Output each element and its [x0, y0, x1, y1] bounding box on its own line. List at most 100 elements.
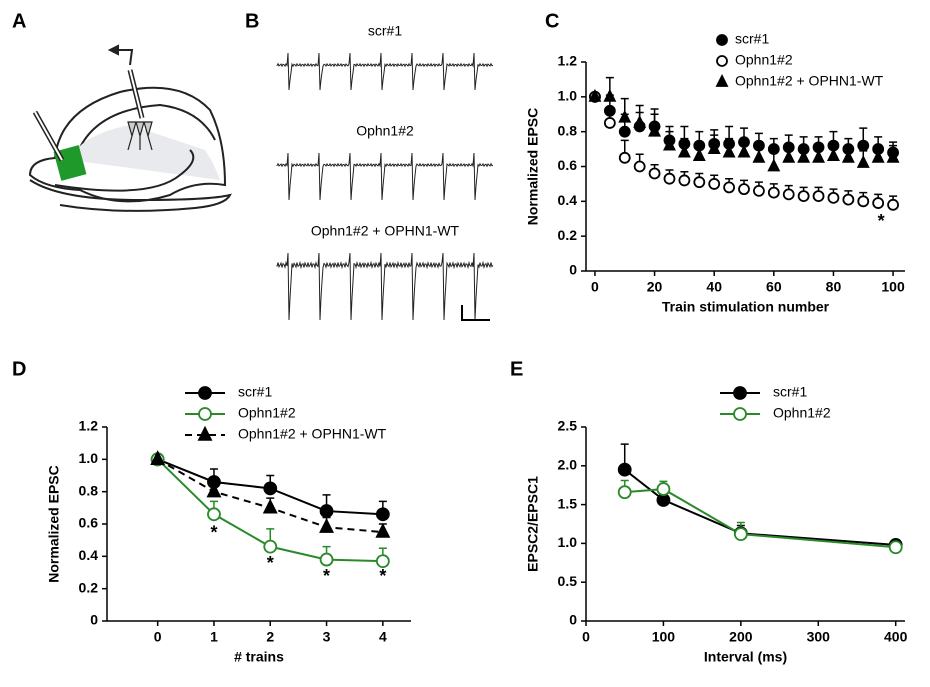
- point: [797, 149, 811, 163]
- legend-marker: [198, 386, 212, 400]
- y-tick-label: 1.5: [558, 495, 578, 511]
- x-tick-label: 3: [323, 629, 331, 645]
- point: [871, 149, 885, 163]
- legend-label: scr#1: [773, 384, 807, 400]
- x-tick-label: 0: [582, 629, 590, 645]
- traces: [276, 52, 494, 321]
- y-tick-label: 0.8: [79, 482, 99, 498]
- point: [588, 88, 602, 102]
- point: [663, 137, 676, 151]
- point: [648, 167, 661, 180]
- point: [319, 518, 335, 533]
- x-tick-label: 300: [807, 629, 831, 645]
- point: [375, 507, 390, 522]
- trace: [276, 52, 494, 91]
- legend-marker: [733, 407, 747, 421]
- legend-label: Ophn1#2: [773, 405, 831, 421]
- legend-label: scr#1: [735, 31, 769, 47]
- point: [263, 481, 278, 496]
- y-tick-label: 0.2: [558, 227, 578, 243]
- trace-label: Ophn1#2: [356, 123, 414, 139]
- y-tick-label: 0.8: [558, 122, 578, 138]
- point: [767, 186, 780, 199]
- point: [150, 450, 166, 466]
- legend-marker: [198, 407, 212, 421]
- y-tick-label: 0: [569, 262, 577, 278]
- annotation: *: [379, 566, 386, 586]
- legend-marker: [197, 425, 213, 441]
- point: [263, 539, 278, 554]
- y-tick-label: 2.5: [558, 418, 578, 434]
- point: [633, 160, 646, 173]
- x-tick-label: 20: [647, 279, 663, 295]
- point: [707, 141, 721, 154]
- point: [319, 552, 334, 567]
- point: [797, 190, 810, 203]
- point: [826, 148, 840, 161]
- point: [617, 462, 632, 477]
- point: [842, 193, 855, 206]
- y-tick-label: 1.0: [79, 450, 99, 466]
- point: [753, 139, 765, 152]
- point: [812, 190, 825, 203]
- point: [888, 540, 903, 555]
- point: [692, 148, 706, 161]
- series-line: [624, 488, 896, 549]
- point: [678, 174, 691, 187]
- x-tick-label: 4: [379, 629, 387, 645]
- y-axis-title: Normalized EPSC: [525, 108, 541, 225]
- x-tick-label: 40: [706, 279, 722, 295]
- x-tick-label: 60: [766, 279, 782, 295]
- point: [722, 144, 736, 158]
- point: [857, 195, 870, 208]
- legend-label: scr#1: [238, 384, 272, 400]
- x-tick-label: 100: [652, 629, 676, 645]
- scale-bar: [461, 305, 490, 321]
- legend-marker: [733, 386, 747, 400]
- point: [738, 183, 750, 196]
- y-tick-label: 0.4: [558, 192, 578, 208]
- point: [603, 104, 616, 117]
- panel-letter: B: [245, 10, 259, 32]
- panel-letter: A: [12, 10, 26, 32]
- point: [618, 151, 631, 164]
- trace-label: scr#1: [368, 23, 402, 39]
- x-axis-title: Train stimulation number: [662, 299, 830, 315]
- point: [723, 181, 736, 194]
- point: [603, 88, 617, 102]
- point: [663, 172, 676, 185]
- x-tick-label: 100: [881, 279, 905, 295]
- y-tick-label: 1.0: [558, 534, 578, 550]
- y-tick-label: 1.0: [558, 88, 578, 104]
- point: [677, 144, 691, 158]
- trace: [276, 252, 494, 321]
- series-line: [157, 458, 383, 534]
- point: [737, 144, 751, 158]
- annotation: *: [210, 522, 217, 542]
- point: [856, 155, 870, 168]
- point: [752, 149, 766, 163]
- x-axis-title: Interval (ms): [704, 649, 787, 665]
- x-tick-label: 200: [729, 629, 753, 645]
- point: [693, 176, 706, 189]
- point: [782, 149, 796, 163]
- y-tick-label: 0.4: [79, 547, 99, 563]
- x-tick-label: 80: [826, 279, 842, 295]
- point: [767, 158, 781, 172]
- point: [872, 197, 885, 209]
- point: [886, 149, 900, 163]
- annotation: *: [267, 553, 274, 573]
- point: [375, 522, 391, 538]
- x-tick-label: 0: [154, 629, 162, 645]
- legend-label: Ophn1#2 + OPHN1-WT: [735, 73, 884, 89]
- y-tick-label: 0.6: [558, 157, 578, 173]
- point: [648, 123, 662, 137]
- y-tick-label: 0.2: [79, 579, 99, 595]
- y-tick-label: 0.6: [79, 515, 99, 531]
- point: [733, 527, 748, 541]
- point: [617, 485, 632, 500]
- x-tick-label: 400: [884, 629, 908, 645]
- point: [207, 507, 221, 522]
- point: [887, 198, 899, 211]
- point: [319, 504, 334, 518]
